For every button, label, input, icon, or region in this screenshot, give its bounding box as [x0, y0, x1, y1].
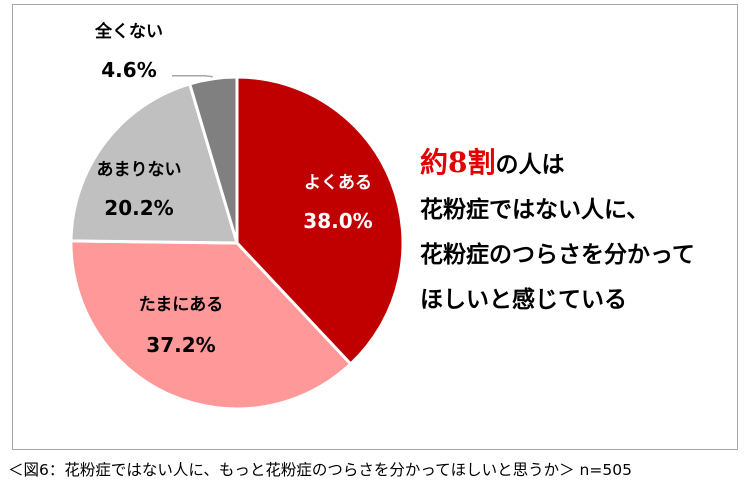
- callout-text: 約8割の人は 花粉症ではない人に、 花粉症のつらさを分かって ほしいと感じている: [420, 140, 695, 323]
- slice-value-label: 4.6%: [101, 58, 156, 82]
- leader-line: [172, 75, 213, 78]
- pie-slice: [69, 82, 240, 245]
- pie-slice: [69, 239, 353, 411]
- slice-value-label: 20.2%: [104, 196, 173, 220]
- callout-highlight: 約8割: [420, 146, 496, 179]
- slice-label: よくある: [304, 173, 372, 193]
- pie-slice: [187, 75, 239, 244]
- callout-line-1-rest: の人は: [495, 152, 565, 178]
- slice-value-label: 38.0%: [303, 209, 372, 233]
- pie-slice: [235, 75, 405, 367]
- slice-label: あまりない: [97, 160, 182, 180]
- callout-line-4: ほしいと感じている: [420, 287, 627, 313]
- slice-label: 全くない: [94, 21, 163, 42]
- callout-line-1: 約8割の人は: [420, 140, 695, 188]
- slice-label: たまにある: [139, 295, 224, 315]
- figure-caption: ＜図6：花粉症ではない人に、もっと花粉症のつらさを分かってほしいと思うか＞ n=…: [8, 461, 632, 479]
- slice-value-label: 37.2%: [146, 333, 215, 357]
- callout-line-2: 花粉症ではない人に、: [420, 197, 650, 223]
- callout-line-3: 花粉症のつらさを分かって: [420, 242, 695, 268]
